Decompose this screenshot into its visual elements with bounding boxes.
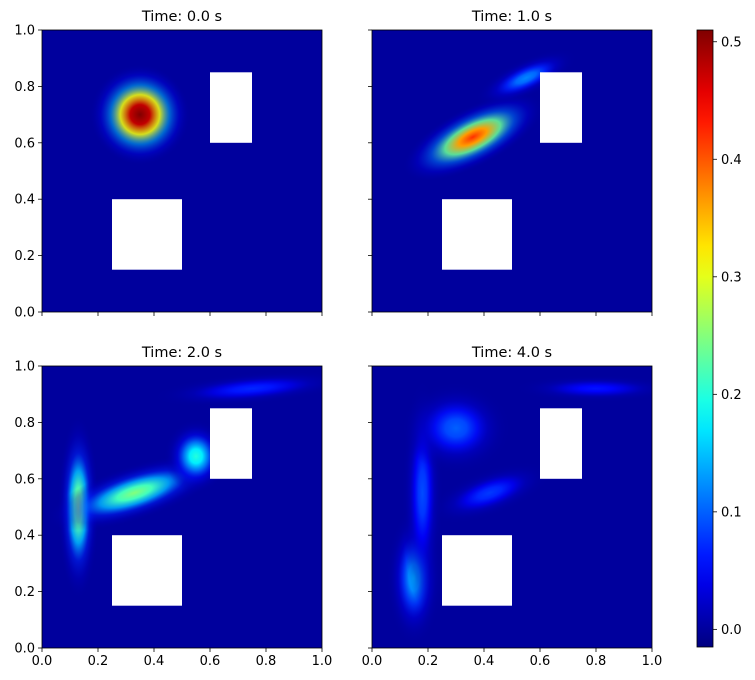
- obstacle: [540, 72, 582, 143]
- obstacle: [210, 72, 252, 143]
- panel: 0.0 0.2 0.4 0.6 0.8 1.0 Time: 0.0 s: [14, 9, 323, 321]
- y-tick-label: 0.8: [14, 80, 35, 95]
- panel-title: Time: 1.0 s: [471, 9, 552, 25]
- x-tick-label: 1.0: [642, 654, 663, 669]
- colorbar-tick-label: 0.0: [721, 623, 742, 638]
- concentration-field: [90, 64, 190, 165]
- panel-title: Time: 2.0 s: [141, 345, 222, 361]
- obstacle: [210, 408, 252, 479]
- x-tick-label: 0.4: [144, 654, 165, 669]
- y-tick-label: 0.0: [14, 306, 35, 321]
- panels: 0.0 0.2 0.4 0.6 0.8 1.0 Time: 0.0 s Time: 1.0 s…: [14, 9, 663, 669]
- x-tick-label: 0.2: [88, 654, 109, 669]
- concentration-blob: [153, 370, 322, 407]
- colorbar: 0.0 0.1 0.2 0.3 0.4 0.5: [696, 29, 742, 648]
- x-tick-label: 0.0: [362, 654, 383, 669]
- obstacle: [442, 199, 512, 270]
- concentration-blob: [430, 462, 550, 524]
- y-tick-label: 0.4: [14, 529, 35, 544]
- y-tick-label: 0.6: [14, 136, 35, 151]
- x-tick-label: 0.6: [200, 654, 221, 669]
- x-tick-label: 0.0: [32, 654, 53, 669]
- concentration-blob: [476, 49, 576, 106]
- obstacle: [112, 199, 182, 270]
- panel: 0.00.0 0.2 0.2 0.4 0.4 0.6 0.6 0.8 0.8 1.0 1.0 Time…: [14, 345, 333, 669]
- x-tick-label: 0.8: [586, 654, 607, 669]
- y-tick-label: 0.2: [14, 249, 35, 264]
- y-tick-label: 0.2: [14, 585, 35, 600]
- x-tick-label: 0.4: [474, 654, 495, 669]
- colorbar-tick-label: 0.2: [721, 388, 742, 403]
- concentration-field: [403, 49, 576, 181]
- panel-title: Time: 4.0 s: [471, 345, 552, 361]
- x-tick-label: 0.8: [256, 654, 277, 669]
- axes-frame: [41, 29, 323, 313]
- x-tick-label: 1.0: [312, 654, 333, 669]
- obstacle: [442, 535, 512, 606]
- concentration-blob: [90, 64, 190, 165]
- concentration-blob: [403, 93, 542, 181]
- colorbar-tick-label: 0.5: [721, 35, 742, 50]
- concentration-blob: [515, 375, 652, 403]
- concentration-blob: [402, 382, 510, 474]
- x-tick-label: 0.6: [530, 654, 551, 669]
- panel: 0.0 0.2 0.4 0.6 0.8 1.0 Time: 4.0 s: [362, 345, 663, 669]
- axes-frame: [371, 29, 653, 313]
- colorbar-tick-label: 0.1: [721, 505, 742, 520]
- colorbar-gradient: [696, 29, 714, 648]
- y-tick-label: 0.4: [14, 193, 35, 208]
- x-tick-label: 0.2: [418, 654, 439, 669]
- axes-frame: [371, 365, 653, 649]
- panel-title: Time: 0.0 s: [141, 9, 222, 25]
- y-tick-label: 0.0: [14, 642, 35, 657]
- y-tick-label: 0.6: [14, 472, 35, 487]
- y-tick-label: 1.0: [14, 24, 35, 39]
- panel: Time: 1.0 s: [368, 9, 653, 316]
- y-tick-label: 1.0: [14, 360, 35, 375]
- obstacle: [540, 408, 582, 479]
- obstacle: [112, 535, 182, 606]
- concentration-field: [387, 375, 652, 646]
- y-tick-label: 0.8: [14, 416, 35, 431]
- colorbar-tick-label: 0.4: [721, 153, 742, 168]
- colorbar-tick-label: 0.3: [721, 270, 742, 285]
- axes-frame: [41, 365, 323, 649]
